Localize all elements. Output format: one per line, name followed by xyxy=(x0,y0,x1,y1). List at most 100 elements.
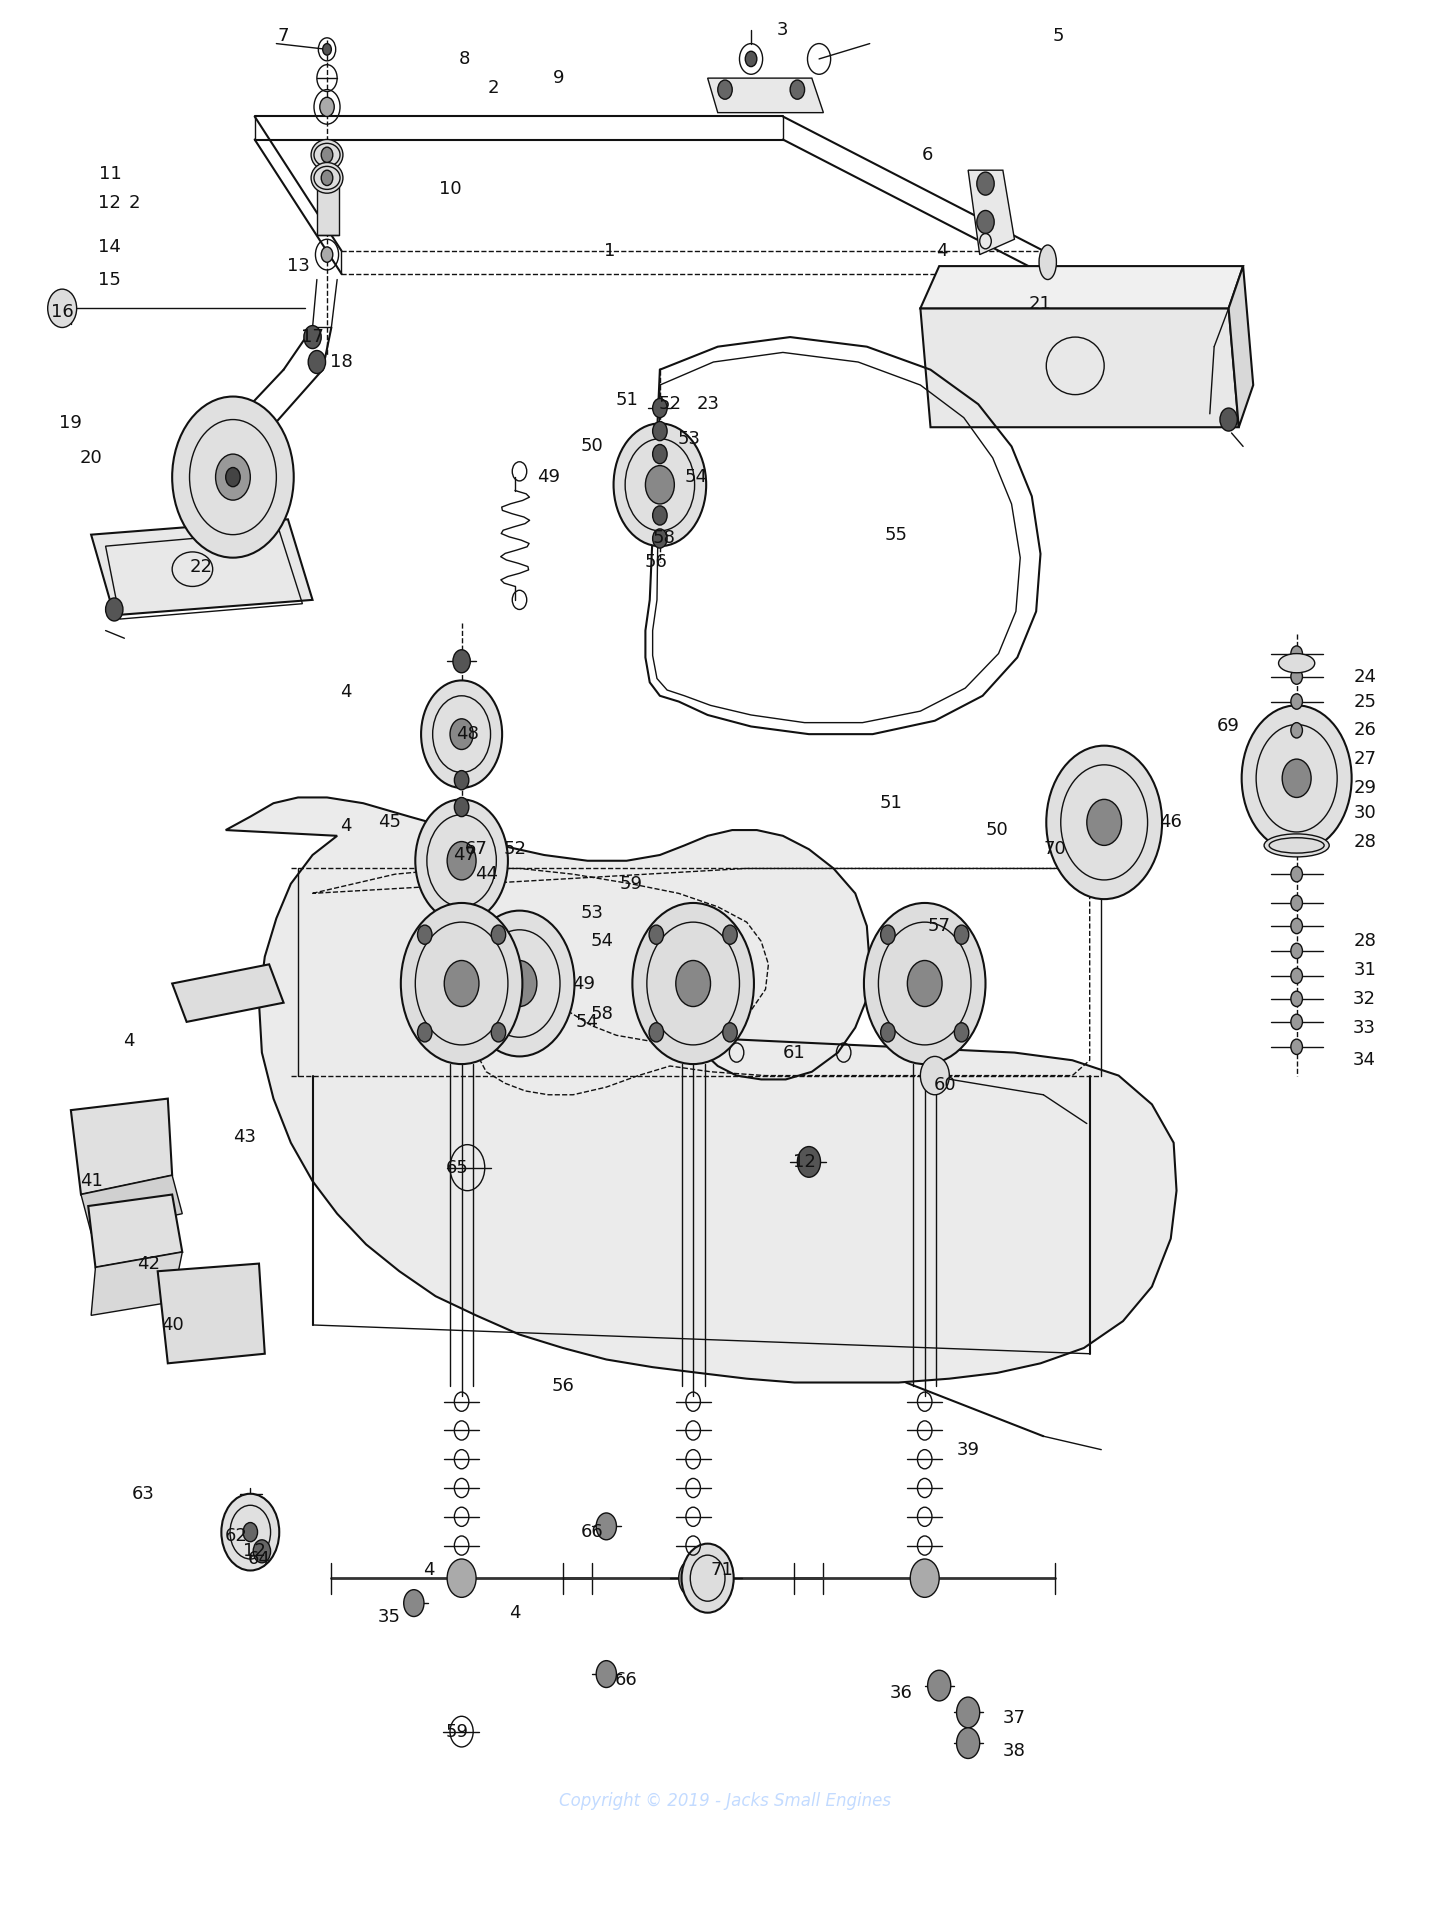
Circle shape xyxy=(718,81,732,100)
Circle shape xyxy=(454,770,468,790)
Circle shape xyxy=(1290,1039,1302,1055)
Text: 4: 4 xyxy=(937,242,948,259)
Circle shape xyxy=(226,467,241,486)
Text: 52: 52 xyxy=(658,396,682,413)
Circle shape xyxy=(632,903,754,1064)
Text: 17: 17 xyxy=(302,328,323,346)
Text: 4: 4 xyxy=(341,684,351,701)
Text: 57: 57 xyxy=(928,916,951,936)
Text: 39: 39 xyxy=(957,1441,980,1458)
Text: 51: 51 xyxy=(615,392,638,409)
Circle shape xyxy=(452,649,470,672)
Circle shape xyxy=(322,248,334,263)
Circle shape xyxy=(403,1591,423,1617)
Circle shape xyxy=(320,98,335,117)
Text: 13: 13 xyxy=(287,257,309,275)
Text: 59: 59 xyxy=(619,874,642,893)
Text: 64: 64 xyxy=(248,1550,271,1568)
Text: 7: 7 xyxy=(278,27,290,44)
Circle shape xyxy=(722,1022,737,1041)
Polygon shape xyxy=(921,307,1238,426)
Text: 35: 35 xyxy=(378,1608,400,1625)
Circle shape xyxy=(420,680,502,788)
Circle shape xyxy=(921,1057,950,1095)
Text: 24: 24 xyxy=(1353,669,1376,686)
Text: 53: 53 xyxy=(677,430,700,448)
Text: 38: 38 xyxy=(1003,1742,1027,1760)
Circle shape xyxy=(322,171,334,186)
Text: 70: 70 xyxy=(1044,839,1066,859)
Circle shape xyxy=(645,465,674,503)
Circle shape xyxy=(1290,1014,1302,1030)
Text: 51: 51 xyxy=(880,793,903,813)
Circle shape xyxy=(596,1514,616,1541)
Text: 41: 41 xyxy=(80,1172,103,1191)
Polygon shape xyxy=(921,267,1243,307)
Circle shape xyxy=(652,444,667,463)
Text: 16: 16 xyxy=(51,304,74,321)
Text: 15: 15 xyxy=(99,271,122,288)
Text: 44: 44 xyxy=(474,864,497,884)
Circle shape xyxy=(254,1541,271,1564)
Text: 4: 4 xyxy=(509,1604,521,1621)
Circle shape xyxy=(954,1022,969,1041)
Circle shape xyxy=(1290,645,1302,661)
Circle shape xyxy=(957,1727,980,1758)
Circle shape xyxy=(244,1523,258,1543)
Circle shape xyxy=(444,960,478,1007)
Text: 60: 60 xyxy=(934,1076,957,1095)
Circle shape xyxy=(418,926,432,945)
Text: 18: 18 xyxy=(331,353,352,371)
Circle shape xyxy=(222,1495,280,1571)
Circle shape xyxy=(911,1560,940,1598)
Ellipse shape xyxy=(1040,246,1057,280)
Text: 67: 67 xyxy=(464,839,487,859)
Text: 52: 52 xyxy=(503,839,526,859)
Circle shape xyxy=(1241,705,1351,851)
Text: 19: 19 xyxy=(59,415,83,432)
Circle shape xyxy=(650,1022,664,1041)
Text: 43: 43 xyxy=(233,1128,257,1147)
Ellipse shape xyxy=(1264,834,1330,857)
Circle shape xyxy=(1282,759,1311,797)
Text: 49: 49 xyxy=(536,469,560,486)
Text: 69: 69 xyxy=(1217,717,1240,736)
Circle shape xyxy=(492,926,506,945)
Text: 27: 27 xyxy=(1353,749,1376,768)
Text: 61: 61 xyxy=(783,1043,806,1062)
Circle shape xyxy=(106,597,123,620)
Circle shape xyxy=(880,1022,895,1041)
Circle shape xyxy=(323,44,332,56)
Circle shape xyxy=(1047,745,1161,899)
Circle shape xyxy=(977,211,995,234)
Text: 28: 28 xyxy=(1353,932,1376,951)
Polygon shape xyxy=(1228,267,1253,426)
Circle shape xyxy=(454,797,468,816)
Text: 4: 4 xyxy=(123,1032,135,1051)
Text: 12: 12 xyxy=(793,1153,816,1172)
Circle shape xyxy=(722,926,737,945)
Text: 2: 2 xyxy=(129,194,141,211)
Text: 66: 66 xyxy=(615,1671,638,1689)
Text: 50: 50 xyxy=(986,820,1008,839)
Circle shape xyxy=(650,926,664,945)
Circle shape xyxy=(652,398,667,417)
Circle shape xyxy=(492,1022,506,1041)
Circle shape xyxy=(596,1660,616,1687)
Circle shape xyxy=(173,396,294,557)
Circle shape xyxy=(798,1147,821,1178)
Circle shape xyxy=(454,932,468,951)
Ellipse shape xyxy=(312,140,344,171)
Circle shape xyxy=(464,911,574,1057)
Circle shape xyxy=(1290,991,1302,1007)
Text: 29: 29 xyxy=(1353,778,1376,797)
Circle shape xyxy=(1088,799,1121,845)
Circle shape xyxy=(864,903,986,1064)
Circle shape xyxy=(880,926,895,945)
Circle shape xyxy=(48,290,77,327)
Circle shape xyxy=(216,453,251,499)
Circle shape xyxy=(977,173,995,196)
Circle shape xyxy=(954,926,969,945)
Polygon shape xyxy=(91,519,313,615)
Text: 26: 26 xyxy=(1353,720,1376,740)
